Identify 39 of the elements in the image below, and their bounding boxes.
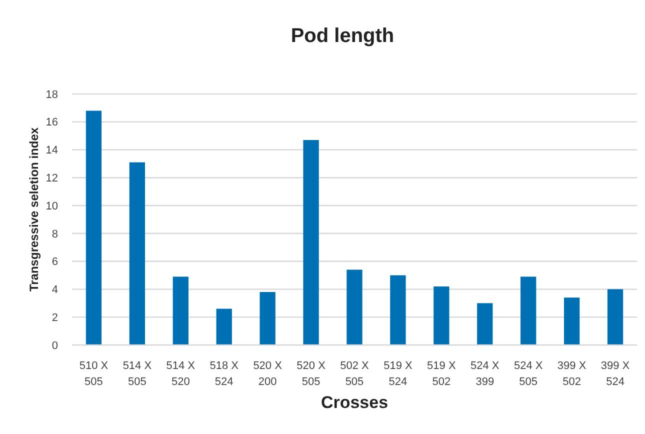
y-tick-label: 6 xyxy=(52,256,58,268)
x-tick-label: 514 X 505 xyxy=(122,360,152,388)
bar xyxy=(172,276,188,345)
x-tick-label: 399 X 524 xyxy=(600,360,630,388)
y-tick-label: 14 xyxy=(46,144,58,157)
x-tick-label: 399 X 502 xyxy=(557,360,587,388)
x-tick-label: 519 X 524 xyxy=(384,360,413,388)
x-tick-label: 510 X 505 xyxy=(79,360,109,388)
y-tick-label: 16 xyxy=(46,116,58,129)
bar xyxy=(434,286,450,345)
y-axis-title: Transgressive seletion index xyxy=(27,127,41,292)
y-tick-label: 10 xyxy=(46,200,58,212)
x-tick-label: 518 X 524 xyxy=(210,360,240,388)
x-tick-label: 514 X 520 xyxy=(166,360,196,388)
x-axis-title: Crosses xyxy=(320,393,388,412)
bar xyxy=(216,308,232,345)
bar xyxy=(564,298,580,345)
x-tick-label: 524 X 505 xyxy=(514,360,544,388)
bar xyxy=(346,270,362,345)
y-tick-label: 12 xyxy=(46,172,58,185)
bar xyxy=(86,110,102,345)
x-tick-label: 524 X 399 xyxy=(470,360,500,388)
bar xyxy=(607,289,624,345)
x-tick-label: 519 X 502 xyxy=(427,360,456,388)
y-tick-label: 8 xyxy=(52,228,58,240)
bar xyxy=(477,303,493,345)
bar xyxy=(129,162,146,345)
x-tick-label: 520 X 505 xyxy=(296,360,326,388)
x-tick-label: 502 X 505 xyxy=(340,360,370,388)
bar xyxy=(260,292,276,345)
chart-title: Pod length xyxy=(290,25,394,47)
bar xyxy=(520,276,536,345)
y-tick-label: 4 xyxy=(52,284,58,296)
y-tick-label: 0 xyxy=(52,340,58,352)
x-tick-label: 520 X 200 xyxy=(253,360,283,388)
bar xyxy=(390,275,406,345)
y-tick-label: 18 xyxy=(46,88,58,101)
bar xyxy=(303,140,319,345)
y-tick-label: 2 xyxy=(52,312,58,324)
